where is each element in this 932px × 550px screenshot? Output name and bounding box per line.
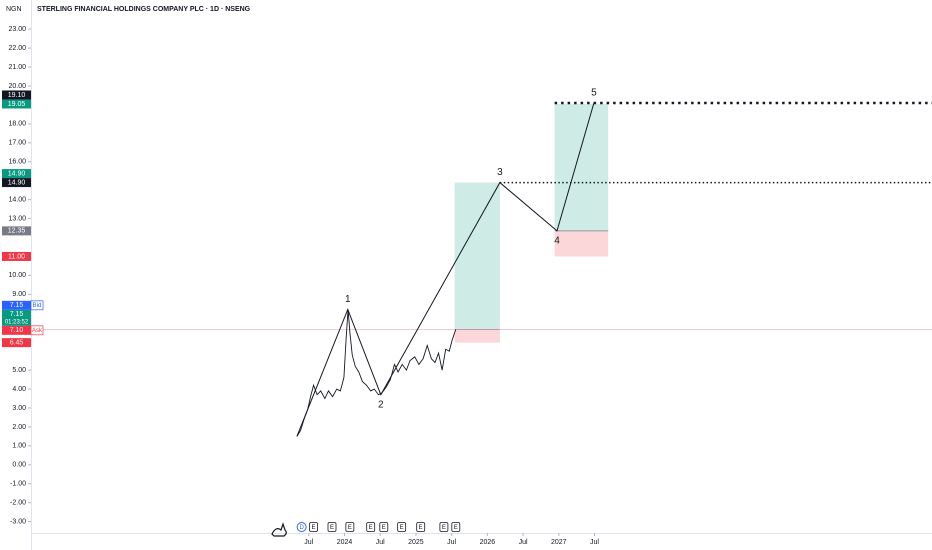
wave-label: 5 [591, 88, 597, 99]
y-tick-label: 18.00 [8, 121, 26, 128]
price-label-bg [2, 325, 31, 335]
price-label: 6.45 [10, 339, 24, 346]
event-icon [345, 522, 355, 532]
y-tick-label: -1.00 [10, 481, 26, 488]
event-label: E [400, 525, 404, 531]
price-label: 7.15 [10, 302, 24, 309]
event-icon [366, 522, 376, 532]
y-tick-label: 5.00 [12, 367, 26, 374]
event-label: E [419, 525, 423, 531]
wave-label: 2 [378, 399, 384, 410]
price-label-bg [2, 251, 31, 261]
price-label: 12.35 [8, 228, 26, 235]
y-tick-label: 1.00 [12, 443, 26, 450]
price-tag-bg [30, 325, 44, 336]
event-label: D [299, 525, 304, 531]
event-label: E [369, 525, 373, 531]
y-tick-label: -3.00 [10, 518, 26, 525]
event-label: E [454, 525, 458, 531]
y-tick-label: 14.00 [8, 196, 26, 203]
x-tick-label: 2024 [337, 539, 353, 546]
price-line [296, 309, 457, 437]
event-icon [327, 522, 337, 532]
event-icon [309, 522, 318, 532]
price-label-bg [2, 309, 31, 326]
y-tick-label: 22.00 [8, 45, 26, 52]
y-tick-label: 10.00 [8, 272, 26, 279]
event-icon [416, 522, 426, 532]
price-tag: Ask [32, 328, 43, 334]
y-tick-label: 17.00 [8, 140, 26, 147]
x-tick-label: Jul [304, 539, 313, 546]
y-tick-label: 9.00 [12, 291, 26, 298]
price-label: 14.90 [8, 179, 26, 186]
x-tick-label: 2027 [551, 539, 567, 546]
currency: NGN [6, 6, 22, 13]
price-label-bg [2, 99, 31, 109]
price-label-bg [2, 178, 31, 188]
price-label: 7.10 [10, 327, 24, 334]
event-label: E [442, 525, 446, 531]
x-tick-label: 2026 [480, 539, 496, 546]
y-tick-label: 13.00 [8, 215, 26, 222]
price-label-bg [2, 169, 31, 179]
event-label: E [312, 525, 316, 531]
price-label: 11.00 [8, 253, 25, 260]
x-tick-label: Jul [376, 539, 385, 546]
price-label: 19.10 [8, 92, 26, 99]
y-tick-label: 3.00 [12, 405, 26, 412]
y-tick-label: 21.00 [8, 64, 26, 71]
wave-label: 4 [554, 236, 560, 247]
price-label-bg [2, 226, 31, 236]
price-label-bg [2, 338, 31, 348]
wave-label: 3 [497, 167, 503, 178]
price-label-bg [2, 90, 31, 100]
y-tick-label: -2.00 [10, 500, 26, 507]
price-label: 14.90 [8, 170, 26, 177]
event-label: E [330, 525, 334, 531]
countdown: 01:23:52 [5, 319, 29, 325]
price-label: 19.05 [8, 101, 26, 108]
price-tag: Bid [33, 303, 42, 309]
x-tick-label: Jul [590, 539, 599, 546]
y-tick-label: 4.00 [12, 386, 26, 393]
price-label: 7.15 [10, 311, 24, 318]
y-tick-label: 16.00 [8, 159, 26, 166]
y-tick-label: 20.00 [8, 83, 26, 90]
wave-line [296, 102, 595, 437]
wave-label: 1 [345, 294, 351, 305]
x-tick-label: 2025 [408, 539, 424, 546]
event-label: E [348, 525, 352, 531]
y-tick-label: 0.00 [12, 462, 26, 469]
event-label: E [382, 525, 386, 531]
event-icon [451, 522, 461, 532]
logo [271, 522, 287, 537]
stop-zone [454, 329, 500, 343]
event-icon [397, 522, 407, 532]
event-icon [379, 522, 389, 532]
y-tick-label: 23.00 [8, 26, 26, 33]
chart-title: STERLING FINANCIAL HOLDINGS COMPANY PLC … [37, 6, 251, 13]
logo-icon [271, 522, 287, 537]
target-zone [454, 182, 500, 330]
y-tick-label: 2.00 [12, 424, 26, 431]
stop-zone [554, 230, 609, 257]
price-tag-bg [30, 300, 44, 311]
x-tick-label: Jul [447, 539, 456, 546]
event-icon [296, 522, 307, 532]
price-label-bg [2, 300, 31, 310]
x-tick-label: Jul [519, 539, 528, 546]
event-icon [439, 522, 449, 532]
